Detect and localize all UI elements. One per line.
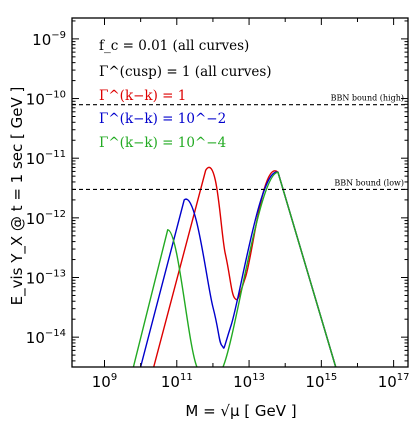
bbn-bound-label-1: BBN bound (low) <box>334 178 404 187</box>
y-axis-title: E_vis Y_X @ t = 1 sec [ GeV ] <box>8 87 27 306</box>
tick-labels: 109 1011 1013 1015 1017 10−9 10−10 10−11 10−12 10… <box>26 30 410 391</box>
annotation-2: Γ^(k−k) = 1 <box>99 88 186 104</box>
y-tick-label-5: 10−14 <box>26 328 66 347</box>
y-tick-label-2: 10−11 <box>26 149 66 168</box>
annotation-4: Γ^(k−k) = 10^−4 <box>99 135 226 151</box>
y-tick-label-0: 10−9 <box>32 30 66 49</box>
x-tick-label-0: 109 <box>92 372 117 391</box>
x-tick-label-4: 1017 <box>378 372 410 391</box>
curves <box>132 166 337 367</box>
y-tick-label-1: 10−10 <box>26 90 66 109</box>
axis-ticks <box>72 18 408 367</box>
legend-annotations: f_c = 0.01 (all curves) Γ^(cusp) = 1 (all… <box>99 38 272 151</box>
plot-frame <box>71 17 409 368</box>
y-tick-label-4: 10−13 <box>26 269 66 288</box>
series-line-1 <box>139 171 337 367</box>
x-tick-label-3: 1015 <box>305 372 337 391</box>
annotation-1: Γ^(cusp) = 1 (all curves) <box>99 64 272 80</box>
x-axis-title: M = √μ [ GeV ] <box>185 402 296 420</box>
y-tick-label-3: 10−12 <box>26 209 66 228</box>
annotation-3: Γ^(k−k) = 10^−2 <box>99 111 226 127</box>
series-line-2 <box>132 171 337 367</box>
x-tick-label-2: 1013 <box>233 372 265 391</box>
x-tick-label-1: 1011 <box>161 372 193 391</box>
bbn-bounds: BBN bound (high) BBN bound (low) <box>72 94 408 190</box>
annotation-0: f_c = 0.01 (all curves) <box>99 38 249 54</box>
bbn-bound-label-0: BBN bound (high) <box>331 94 404 103</box>
